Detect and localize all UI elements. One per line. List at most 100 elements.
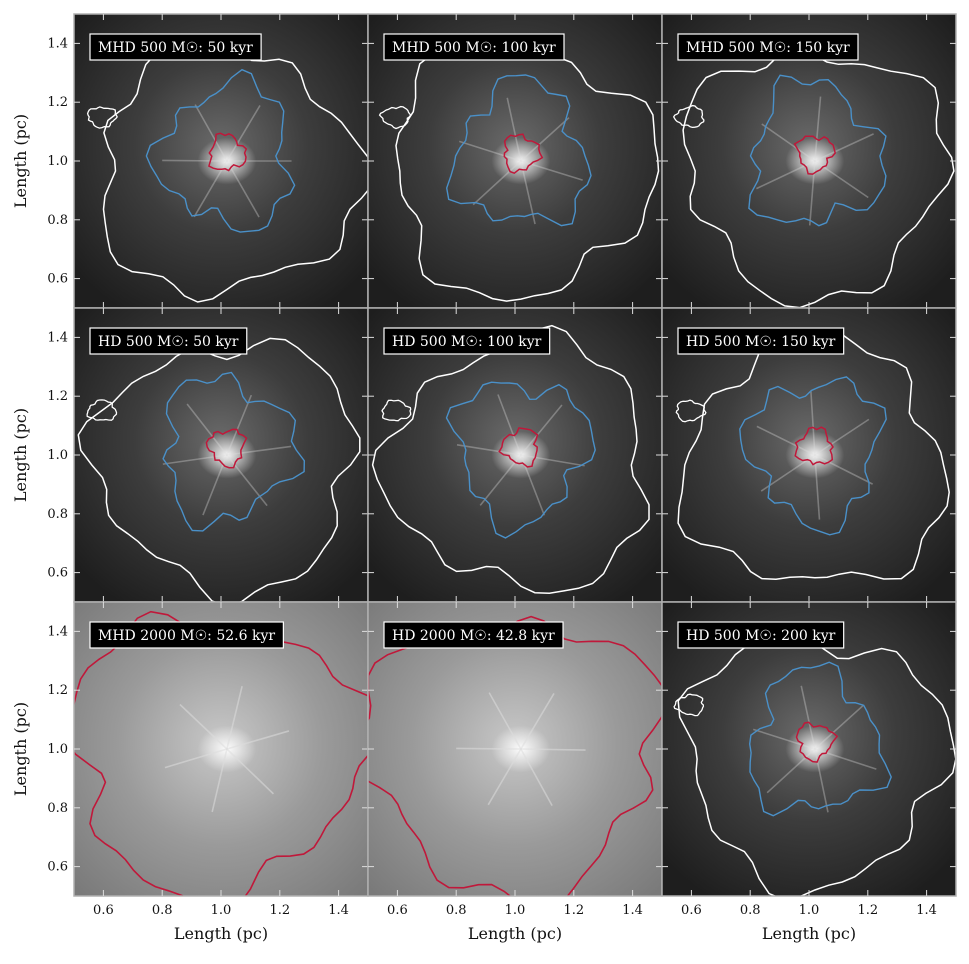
contours bbox=[74, 610, 368, 896]
panel-grid: MHD 500 M☉: 50 kyr MHD 500 M☉: 100 kyr MHD… bbox=[73, 13, 957, 897]
contours bbox=[77, 337, 361, 602]
core-glow bbox=[785, 137, 845, 185]
ticks bbox=[74, 14, 368, 308]
ticks bbox=[662, 602, 956, 896]
x-tick-label: 1.0 bbox=[505, 903, 526, 918]
filament bbox=[814, 748, 877, 770]
filament bbox=[506, 97, 522, 162]
panel-title: MHD 2000 M☉: 52.6 kyr bbox=[98, 628, 275, 644]
contour-red bbox=[795, 721, 839, 763]
ticks bbox=[74, 602, 368, 896]
contours bbox=[672, 48, 955, 308]
contours bbox=[371, 324, 650, 594]
contour-red bbox=[503, 133, 544, 175]
filament bbox=[814, 418, 870, 456]
core-glow bbox=[785, 725, 845, 773]
y-tick-label: 0.8 bbox=[47, 507, 68, 522]
y-tick-label: 0.6 bbox=[47, 272, 68, 287]
x-tick-label: 0.8 bbox=[446, 903, 467, 918]
filament bbox=[226, 160, 260, 218]
filament bbox=[226, 105, 261, 162]
x-tick-label: 1.4 bbox=[916, 903, 937, 918]
contours bbox=[86, 34, 368, 303]
panel: MHD 500 M☉: 150 kyr bbox=[661, 13, 957, 309]
contour-blue bbox=[748, 74, 887, 227]
filament bbox=[520, 454, 585, 467]
x-tick-label: 0.6 bbox=[387, 903, 408, 918]
contour-white bbox=[102, 34, 368, 303]
filament bbox=[810, 390, 816, 456]
panel: MHD 500 M☉: 50 kyr bbox=[73, 13, 369, 309]
contours bbox=[673, 638, 956, 896]
filament bbox=[456, 444, 522, 456]
contour-red bbox=[793, 135, 837, 175]
x-tick-label: 0.8 bbox=[740, 903, 761, 918]
ticks bbox=[74, 308, 368, 602]
contour-red bbox=[368, 615, 662, 896]
y-axis-label: Length (pc) bbox=[11, 408, 30, 502]
x-tick-label: 0.8 bbox=[152, 903, 173, 918]
x-axis-label: Length (pc) bbox=[174, 924, 268, 943]
filament bbox=[814, 705, 864, 750]
filament bbox=[226, 730, 290, 750]
contour-white-small bbox=[378, 105, 412, 130]
contour-red bbox=[74, 610, 368, 896]
y-tick-label: 1.4 bbox=[47, 36, 68, 51]
y-tick-label: 1.4 bbox=[47, 330, 68, 345]
filament bbox=[162, 159, 227, 162]
filament bbox=[487, 748, 522, 806]
panel: HD 500 M☉: 150 kyr bbox=[661, 307, 957, 603]
filament bbox=[766, 748, 816, 794]
x-tick-label: 1.0 bbox=[799, 903, 820, 918]
panel-title: HD 500 M☉: 100 kyr bbox=[392, 334, 542, 350]
x-tick-label: 1.2 bbox=[563, 903, 584, 918]
contour-white-small bbox=[86, 399, 118, 421]
filament bbox=[162, 454, 227, 465]
filament bbox=[179, 703, 228, 750]
contour-white-small bbox=[675, 399, 707, 423]
ticks bbox=[368, 308, 662, 602]
filament bbox=[814, 133, 874, 162]
panel-title-box bbox=[89, 621, 284, 649]
core-glow bbox=[197, 431, 257, 479]
contour-red bbox=[794, 426, 834, 466]
filament bbox=[814, 748, 829, 813]
filament bbox=[226, 685, 243, 750]
x-axis-label: Length (pc) bbox=[762, 924, 856, 943]
ticks bbox=[662, 308, 956, 602]
panel: MHD 2000 M☉: 52.6 kyr bbox=[73, 601, 369, 897]
core-glow bbox=[491, 137, 551, 185]
filament bbox=[761, 123, 816, 162]
x-tick-label: 1.4 bbox=[328, 903, 349, 918]
filament bbox=[814, 96, 822, 162]
y-axis-label: Length (pc) bbox=[11, 702, 30, 796]
contour-blue bbox=[162, 371, 306, 532]
contours bbox=[378, 49, 660, 302]
y-tick-label: 0.8 bbox=[47, 801, 68, 816]
filament bbox=[479, 454, 522, 506]
filament bbox=[800, 685, 816, 750]
contour-blue bbox=[445, 381, 596, 539]
filament bbox=[226, 445, 292, 456]
y-tick-label: 0.8 bbox=[47, 213, 68, 228]
filament bbox=[164, 748, 228, 769]
panel-title-box bbox=[89, 327, 248, 355]
panel-title: HD 2000 M☉: 42.8 kyr bbox=[392, 628, 555, 644]
filament bbox=[497, 394, 522, 456]
contour-white-small bbox=[86, 106, 118, 129]
contour-red bbox=[208, 132, 248, 172]
panel-title-box bbox=[383, 327, 551, 355]
panel-title: MHD 500 M☉: 150 kyr bbox=[686, 40, 850, 56]
x-tick-label: 0.6 bbox=[681, 903, 702, 918]
panel-title-box bbox=[677, 327, 845, 355]
contour-white bbox=[677, 638, 956, 896]
filament bbox=[226, 394, 253, 456]
contour-blue bbox=[748, 661, 892, 817]
contour-white bbox=[371, 324, 650, 594]
contour-white-small bbox=[672, 104, 705, 129]
contour-white-small bbox=[381, 399, 412, 422]
panel-title: HD 500 M☉: 200 kyr bbox=[686, 628, 836, 644]
filament bbox=[808, 160, 816, 226]
filament bbox=[520, 748, 553, 807]
filament bbox=[520, 748, 586, 751]
